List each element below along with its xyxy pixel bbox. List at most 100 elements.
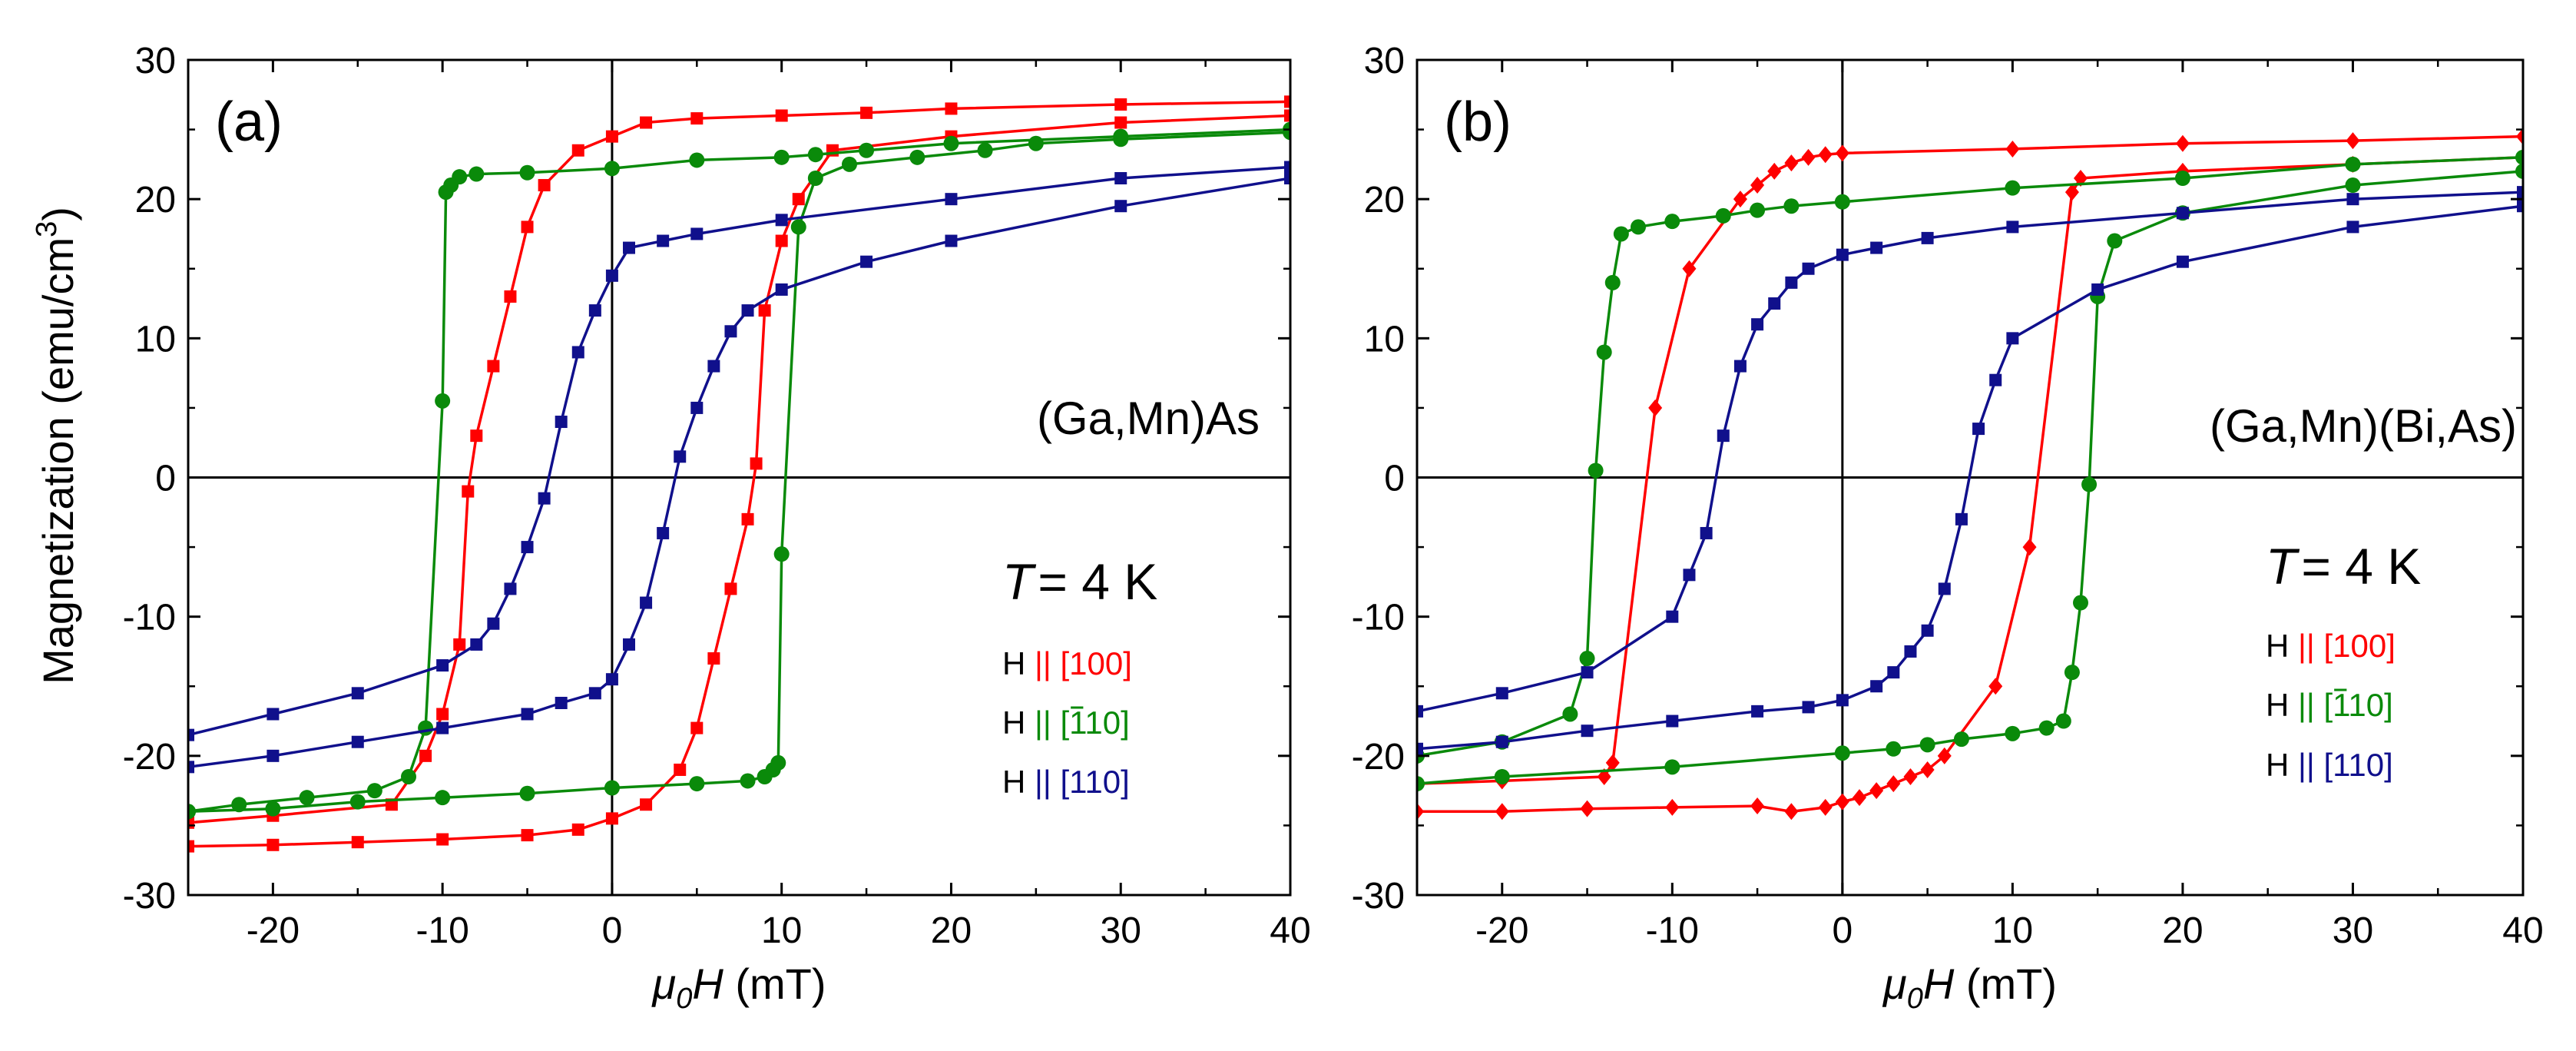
data-point xyxy=(640,596,653,609)
data-point xyxy=(2064,184,2079,201)
data-point xyxy=(519,164,535,181)
data-point xyxy=(267,838,280,851)
x-tick-label: -20 xyxy=(247,910,300,951)
data-point xyxy=(453,638,466,651)
panel-b-legend-bar110: H || [110] xyxy=(2266,687,2393,723)
y-tick-label: 10 xyxy=(1364,319,1405,360)
x-tick-label: 40 xyxy=(1270,910,1310,951)
data-point xyxy=(1114,200,1127,213)
data-point xyxy=(2091,283,2104,296)
data-point xyxy=(1495,735,1508,748)
data-point xyxy=(605,130,618,143)
data-point xyxy=(1921,624,1934,637)
data-point xyxy=(690,401,704,414)
data-point xyxy=(1284,171,1290,184)
data-point xyxy=(1417,803,1424,821)
data-point xyxy=(2515,163,2523,179)
data-point xyxy=(2064,665,2080,681)
data-point xyxy=(555,416,568,429)
data-point xyxy=(1751,318,1764,331)
data-point xyxy=(1887,666,1900,679)
data-point xyxy=(775,214,788,227)
data-point xyxy=(943,135,959,151)
data-point xyxy=(2074,169,2088,187)
data-point xyxy=(977,142,993,158)
series-line xyxy=(1417,170,2523,785)
data-point xyxy=(1284,109,1290,122)
data-point xyxy=(571,346,584,359)
data-point xyxy=(1886,741,1902,757)
data-point xyxy=(1920,761,1935,778)
data-point xyxy=(521,708,534,721)
data-point xyxy=(351,836,364,849)
data-point xyxy=(1953,731,1969,748)
data-point xyxy=(640,798,653,811)
data-point xyxy=(1802,701,1815,714)
data-point xyxy=(740,773,756,789)
series-0 xyxy=(188,95,1290,829)
panel-b-legend-110: H || [110] xyxy=(2266,747,2393,783)
data-point xyxy=(188,728,194,741)
data-point xyxy=(1717,429,1730,443)
data-point xyxy=(401,769,416,785)
data-point xyxy=(462,485,475,498)
data-point xyxy=(1284,95,1290,108)
y-tick-label: -30 xyxy=(1352,876,1405,917)
data-point xyxy=(1802,262,1815,275)
data-point xyxy=(1495,803,1509,821)
data-point xyxy=(690,721,704,734)
data-point xyxy=(1937,747,1952,764)
y-tick-label: 10 xyxy=(135,319,176,360)
data-point xyxy=(487,360,500,373)
data-point xyxy=(2005,140,2020,157)
data-point xyxy=(588,687,601,700)
data-point xyxy=(188,840,194,853)
data-point xyxy=(1114,98,1127,111)
data-point xyxy=(504,290,517,303)
panel-a-x-axis-label: μ0H (mT) xyxy=(651,960,826,1015)
data-point xyxy=(2055,713,2071,729)
data-point xyxy=(521,220,534,234)
data-point xyxy=(773,546,790,562)
data-point xyxy=(419,749,432,762)
data-point xyxy=(1114,171,1127,184)
data-point xyxy=(588,304,601,317)
data-point xyxy=(1648,399,1663,416)
panel-a-legend-110: H || [110] xyxy=(1002,764,1130,800)
x-tick-label: 30 xyxy=(1101,910,1141,951)
data-point xyxy=(267,749,280,762)
data-point xyxy=(707,360,720,373)
data-point xyxy=(1989,373,2002,386)
data-point xyxy=(605,269,618,282)
data-point xyxy=(775,234,788,247)
data-point xyxy=(469,166,485,182)
data-point xyxy=(775,109,788,122)
data-point xyxy=(1988,678,2003,695)
data-point xyxy=(605,673,618,686)
panel-b-x-axis-label: μ0H (mT) xyxy=(1882,960,2057,1015)
data-point xyxy=(1921,231,1934,244)
data-point xyxy=(538,179,551,192)
panel-a-series xyxy=(188,95,1290,853)
data-point xyxy=(1938,582,1951,595)
y-tick-label: -20 xyxy=(1352,737,1405,777)
data-point xyxy=(945,102,958,115)
data-point xyxy=(1919,737,1935,753)
panel-a-label: (a) xyxy=(215,91,283,153)
data-point xyxy=(2345,177,2361,194)
x-tick-label: 40 xyxy=(2502,910,2543,951)
series-2 xyxy=(1417,149,2523,764)
data-point xyxy=(2038,720,2055,736)
data-point xyxy=(1613,226,1629,242)
data-point xyxy=(689,152,705,168)
x-tick-label: 0 xyxy=(602,910,623,951)
data-point xyxy=(1784,154,1799,172)
data-point xyxy=(435,790,451,806)
data-point xyxy=(2006,332,2019,345)
series-5 xyxy=(1417,200,2523,755)
data-point xyxy=(1733,360,1747,373)
series-1 xyxy=(1417,148,2523,821)
data-point xyxy=(657,234,670,247)
data-point xyxy=(2006,220,2019,234)
